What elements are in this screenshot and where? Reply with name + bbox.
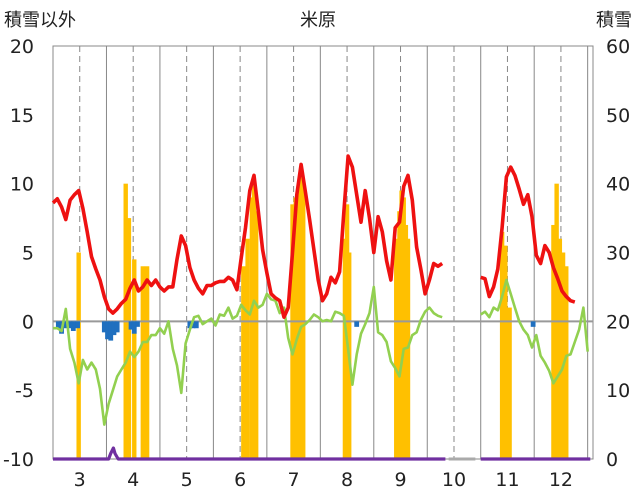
negative-bar [128, 321, 134, 330]
series-red-line [480, 165, 576, 304]
snow-bar [290, 204, 295, 459]
y-right-tick-label: 0 [606, 449, 618, 471]
snow-bar [132, 259, 137, 459]
snow-bar [564, 266, 569, 459]
y-left-axis-label: 積雪以外 [4, 10, 76, 31]
negative-bar [114, 321, 120, 333]
y-right-axis-label: 積雪 [596, 10, 632, 31]
y-right-tick-label: 10 [606, 380, 630, 402]
chart-title: 米原 [300, 10, 336, 31]
series-purple-line [53, 446, 446, 461]
negative-bar [101, 321, 107, 333]
negative-bar [190, 321, 196, 329]
snow-bar [499, 231, 505, 459]
negative-bar [70, 321, 76, 331]
snow-bar [394, 238, 399, 459]
x-tick-label: 10 [442, 469, 466, 491]
snow-bar [551, 224, 556, 459]
negative-bar [354, 321, 360, 327]
x-tick-label: 7 [288, 469, 300, 491]
negative-bar [63, 321, 69, 329]
x-tick-label: 9 [394, 469, 406, 491]
snow-bar [144, 266, 150, 459]
y-right-tick-label: 30 [606, 243, 630, 265]
negative-bar [111, 321, 117, 336]
negative-bar [75, 321, 80, 329]
snow-bar [126, 218, 132, 459]
y-left-tick-label: 15 [10, 105, 34, 127]
snow-bar [76, 252, 81, 459]
x-tick-label: 3 [74, 469, 86, 491]
negative-bar [105, 321, 110, 340]
y-left-tick-label: 5 [22, 243, 34, 265]
series-green-line [479, 278, 589, 385]
negative-bar [108, 321, 114, 341]
y-right-tick-label: 60 [606, 36, 630, 58]
y-left-tick-label: 20 [10, 36, 34, 58]
snow-bar [557, 238, 563, 459]
snow-bar [503, 245, 508, 459]
x-tick-label: 11 [495, 469, 519, 491]
y-right-tick-label: 50 [606, 105, 630, 127]
negative-bar [135, 321, 140, 327]
y-right-tick-label: 40 [606, 174, 630, 196]
negative-bar [530, 321, 536, 327]
negative-bar [55, 321, 61, 329]
x-tick-label: 4 [127, 469, 139, 491]
snow-bar [140, 266, 146, 459]
y-left-tick-label: 10 [10, 174, 34, 196]
y-right-tick-label: 20 [606, 311, 630, 333]
negative-bar [67, 321, 73, 329]
negative-bar [187, 321, 193, 329]
series-green-line [53, 285, 443, 426]
snow-bar [507, 307, 512, 459]
negative-bar [131, 321, 137, 334]
snow-bar [560, 252, 566, 459]
y-left-tick-label: -5 [15, 380, 34, 402]
negative-bar [193, 321, 199, 329]
snow-bar [253, 211, 259, 459]
y-left-tick-label: -10 [3, 449, 34, 471]
y-left-tick-label: 0 [22, 311, 34, 333]
x-tick-label: 8 [341, 469, 353, 491]
x-tick-label: 12 [549, 469, 573, 491]
snow-bar [405, 238, 411, 459]
snow-bar [245, 238, 250, 459]
x-tick-label: 6 [234, 469, 246, 491]
snow-bar [241, 266, 246, 459]
snow-bar [293, 197, 298, 459]
x-tick-label: 5 [181, 469, 193, 491]
series-red-line [51, 154, 444, 320]
